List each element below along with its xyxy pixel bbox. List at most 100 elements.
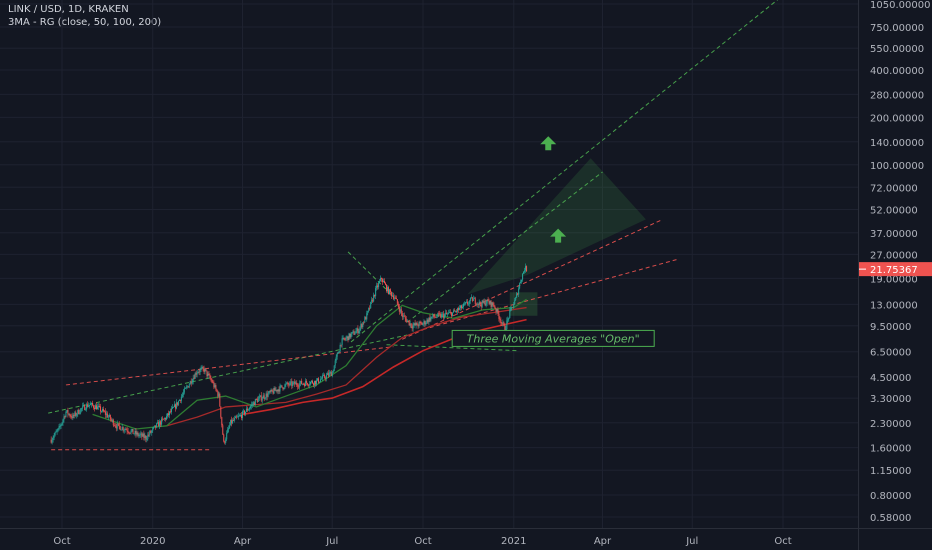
- candle-body: [427, 319, 429, 323]
- ma50-line: [92, 298, 527, 430]
- candle-body: [457, 308, 459, 312]
- candle-body: [101, 409, 103, 412]
- candle-body: [184, 388, 186, 389]
- candle-body: [217, 391, 219, 397]
- candle-body: [301, 380, 303, 385]
- candle-body: [335, 356, 337, 361]
- candle-body: [253, 402, 255, 405]
- candle-body: [76, 414, 78, 416]
- candle-body: [365, 317, 367, 320]
- candle-body: [404, 316, 406, 319]
- candle-body: [174, 404, 176, 409]
- candle-body: [373, 294, 375, 302]
- candle-body: [349, 333, 351, 338]
- candle-body: [474, 298, 476, 305]
- candle-body: [86, 404, 88, 410]
- candle-body: [315, 380, 317, 385]
- indicator-legend[interactable]: 3MA - RG (close, 50, 100, 200): [8, 17, 162, 28]
- candle-body: [473, 298, 475, 300]
- candle-body: [112, 419, 114, 426]
- symbol-title[interactable]: LINK / USD, 1D, KRAKEN: [8, 4, 129, 15]
- candle-body: [422, 323, 424, 325]
- candle-body: [141, 433, 143, 437]
- candle-body: [80, 408, 82, 413]
- candle-body: [321, 375, 323, 379]
- trendline-2: [406, 171, 603, 323]
- candle-body: [456, 311, 458, 312]
- candle-body: [444, 314, 446, 318]
- up-arrow-1: [550, 228, 567, 243]
- candle-body: [419, 322, 421, 323]
- candle-body: [102, 409, 104, 412]
- candle-body: [306, 381, 308, 384]
- candle-body: [370, 301, 372, 309]
- candle-body: [345, 337, 347, 340]
- candle-body: [515, 297, 517, 301]
- candle-body: [67, 410, 69, 415]
- candle-body: [350, 333, 352, 338]
- candle-body: [199, 369, 201, 373]
- candle-body: [194, 373, 196, 379]
- candle-body: [166, 416, 168, 420]
- candle-body: [400, 309, 402, 314]
- candle-body: [511, 307, 513, 309]
- candle-body: [475, 304, 477, 305]
- candle-body: [268, 391, 270, 394]
- y-tick-label: 100.00000: [870, 161, 924, 172]
- candle-body: [493, 305, 495, 307]
- candle-body: [175, 402, 177, 409]
- candle-body: [257, 398, 259, 402]
- last-price-tag: [859, 262, 932, 277]
- candle-body: [242, 410, 244, 412]
- trendline-7: [402, 218, 663, 340]
- candle-body: [248, 408, 250, 410]
- candle-body: [111, 419, 113, 421]
- candle-body: [337, 352, 339, 354]
- candle-body: [276, 389, 278, 392]
- candle-body: [458, 308, 460, 310]
- x-tick-label: Jul: [325, 536, 338, 547]
- candle-body: [237, 416, 239, 418]
- candle-body: [243, 410, 245, 415]
- candle-body: [372, 299, 374, 302]
- candle-body: [495, 308, 497, 312]
- candle-body: [109, 415, 111, 420]
- candle-body: [278, 389, 280, 392]
- candle-body: [275, 389, 277, 391]
- candle-body: [115, 426, 117, 429]
- candle-body: [398, 307, 400, 312]
- x-tick-label: Jul: [685, 536, 698, 547]
- candle-body: [292, 382, 294, 386]
- candle-body: [130, 430, 132, 434]
- candle-body: [520, 281, 522, 284]
- candle-body: [432, 314, 434, 317]
- candle-body: [381, 277, 383, 280]
- candle-body: [279, 385, 281, 392]
- candle-body: [486, 299, 488, 304]
- candle-body: [245, 408, 247, 412]
- candle-body: [271, 389, 273, 392]
- candle-body: [129, 432, 131, 434]
- candle-body: [393, 297, 395, 299]
- candle-body: [425, 322, 427, 325]
- candle-body: [461, 306, 463, 309]
- candle-body: [137, 432, 139, 436]
- candle-body: [328, 372, 330, 376]
- candle-body: [455, 311, 457, 312]
- candle-body: [93, 405, 95, 408]
- candle-body: [417, 325, 419, 327]
- y-tick-label: 6.50000: [870, 348, 911, 359]
- candle-body: [247, 409, 249, 411]
- candle-body: [459, 305, 461, 309]
- candle-body: [512, 307, 514, 309]
- candle-body: [250, 404, 252, 407]
- annotation-text: Three Moving Averages "Open": [467, 332, 640, 345]
- candle-body: [389, 289, 391, 293]
- candle-body: [441, 314, 443, 318]
- candle-body: [198, 371, 200, 373]
- candle-body: [399, 309, 401, 312]
- candle-body: [145, 435, 147, 440]
- candle-body: [150, 431, 152, 433]
- candle-body: [361, 324, 363, 328]
